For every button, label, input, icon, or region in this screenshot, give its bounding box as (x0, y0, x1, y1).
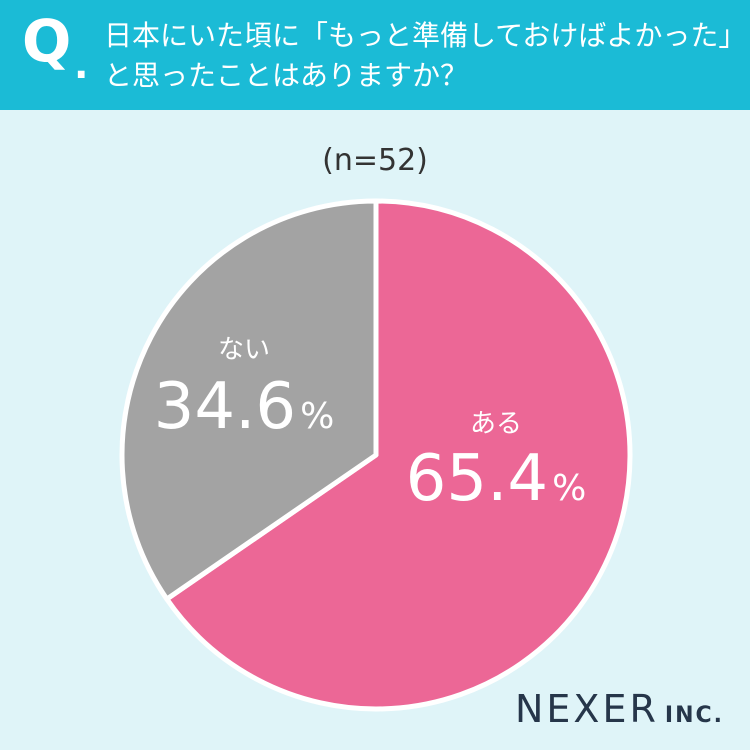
brand-suffix: INC. (664, 703, 724, 728)
brand-name: NEXER (515, 687, 659, 731)
slice-label-no: ない (218, 335, 270, 365)
pie-slice-no (119, 198, 379, 602)
slice-percent-number: 34.6 (154, 370, 297, 444)
question-header: Q . 日本にいた頃に「もっと準備しておけばよかった」 と思ったことはありますか… (0, 0, 750, 110)
question-line-2: と思ったことはありますか？ (104, 59, 469, 92)
pie-slice-yes (164, 198, 633, 712)
q-mark: Q (22, 7, 72, 75)
slice-percent-unit: % (552, 468, 586, 509)
slice-label-yes: ある (470, 409, 522, 439)
question-line-1: 日本にいた頃に「もっと準備しておけばよかった」 (104, 19, 747, 52)
sample-size: (n=52) (322, 143, 428, 178)
slice-value-yes: 65.4% (406, 442, 587, 516)
slice-value-no: 34.6% (154, 370, 335, 444)
q-dot: . (74, 43, 89, 87)
slice-percent-number: 65.4 (406, 442, 549, 516)
slice-percent-unit: % (300, 396, 334, 437)
brand-logo: NEXER INC. (515, 690, 724, 728)
